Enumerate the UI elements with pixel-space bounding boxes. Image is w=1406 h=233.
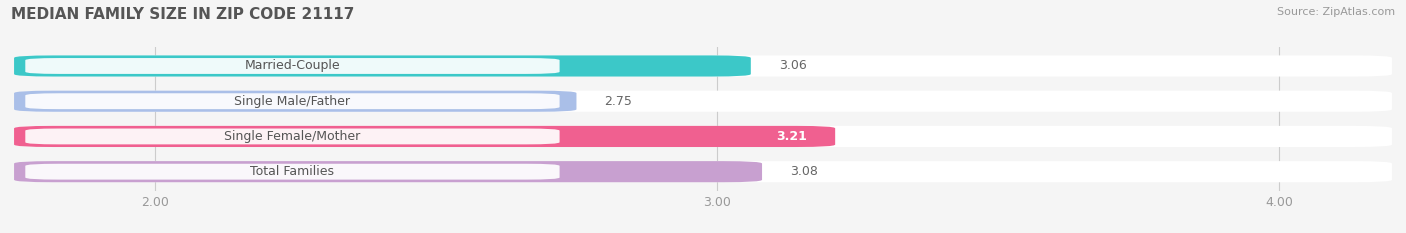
- FancyBboxPatch shape: [25, 93, 560, 109]
- Text: 3.21: 3.21: [776, 130, 807, 143]
- FancyBboxPatch shape: [14, 126, 835, 147]
- Text: MEDIAN FAMILY SIZE IN ZIP CODE 21117: MEDIAN FAMILY SIZE IN ZIP CODE 21117: [11, 7, 354, 22]
- FancyBboxPatch shape: [14, 161, 762, 182]
- FancyBboxPatch shape: [14, 126, 1392, 147]
- Text: Single Male/Father: Single Male/Father: [235, 95, 350, 108]
- FancyBboxPatch shape: [14, 55, 1392, 77]
- FancyBboxPatch shape: [25, 164, 560, 180]
- Text: 2.75: 2.75: [605, 95, 633, 108]
- Text: Total Families: Total Families: [250, 165, 335, 178]
- Text: 3.06: 3.06: [779, 59, 807, 72]
- FancyBboxPatch shape: [14, 91, 1392, 112]
- FancyBboxPatch shape: [14, 55, 751, 77]
- Text: Married-Couple: Married-Couple: [245, 59, 340, 72]
- FancyBboxPatch shape: [14, 161, 1392, 182]
- Text: Single Female/Mother: Single Female/Mother: [225, 130, 360, 143]
- FancyBboxPatch shape: [25, 58, 560, 74]
- FancyBboxPatch shape: [14, 91, 576, 112]
- Text: 3.08: 3.08: [790, 165, 818, 178]
- FancyBboxPatch shape: [25, 129, 560, 144]
- Text: Source: ZipAtlas.com: Source: ZipAtlas.com: [1277, 7, 1395, 17]
